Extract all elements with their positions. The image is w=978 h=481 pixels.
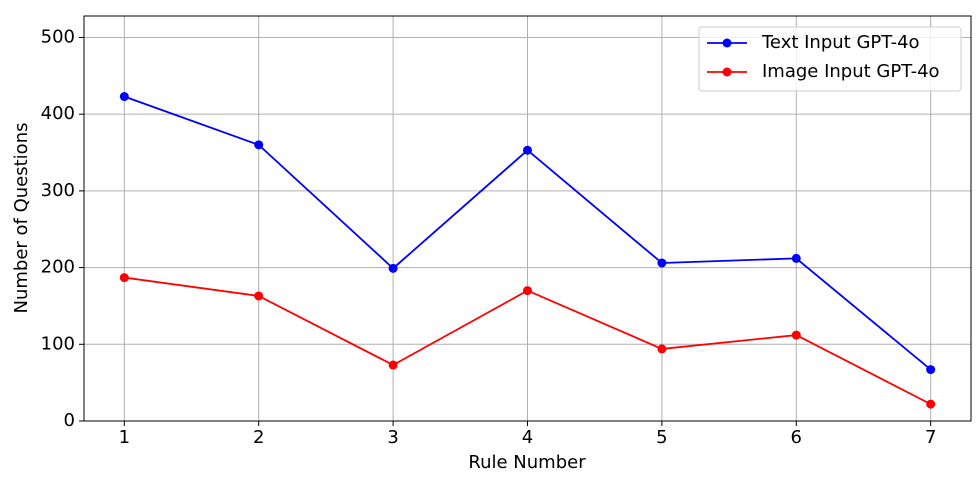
legend-box — [698, 26, 962, 92]
data-point — [119, 92, 129, 102]
data-point — [119, 273, 129, 283]
x-tick-label: 6 — [791, 427, 802, 448]
x-tick-label: 7 — [925, 427, 936, 448]
x-tick-label: 1 — [119, 427, 130, 448]
legend-label: Text Input GPT-4o — [761, 32, 920, 53]
data-point — [523, 145, 532, 155]
y-tick-label: 200 — [41, 257, 75, 278]
data-point — [791, 330, 801, 340]
data-point — [657, 344, 667, 354]
x-tick-label: 5 — [656, 427, 667, 448]
plot-frame — [83, 15, 972, 422]
y-axis-label: Number of Questions — [11, 123, 32, 314]
legend: Text Input GPT-4o Image Input GPT-4o — [698, 26, 962, 92]
y-tick-label: 400 — [41, 103, 75, 124]
legend-label: Image Input GPT-4o — [762, 61, 940, 82]
data-point — [791, 253, 801, 263]
data-point — [523, 286, 532, 296]
data-point — [388, 263, 398, 273]
x-tick-label: 2 — [253, 427, 264, 448]
x-tick-label: 3 — [387, 427, 398, 448]
data-point — [926, 365, 936, 375]
data-point — [926, 399, 936, 409]
y-tick-label: 100 — [41, 333, 75, 354]
legend-marker — [722, 38, 732, 48]
data-point — [388, 360, 398, 370]
x-axis-label: Rule Number — [468, 452, 586, 473]
data-point — [657, 258, 667, 268]
y-tick-label: 0 — [64, 410, 75, 431]
x-tick-label: 4 — [522, 427, 533, 448]
y-tick-label: 500 — [41, 26, 75, 47]
y-tick-label: 300 — [41, 180, 75, 201]
data-point — [254, 140, 264, 150]
data-point — [254, 291, 264, 301]
legend-marker — [722, 67, 732, 77]
